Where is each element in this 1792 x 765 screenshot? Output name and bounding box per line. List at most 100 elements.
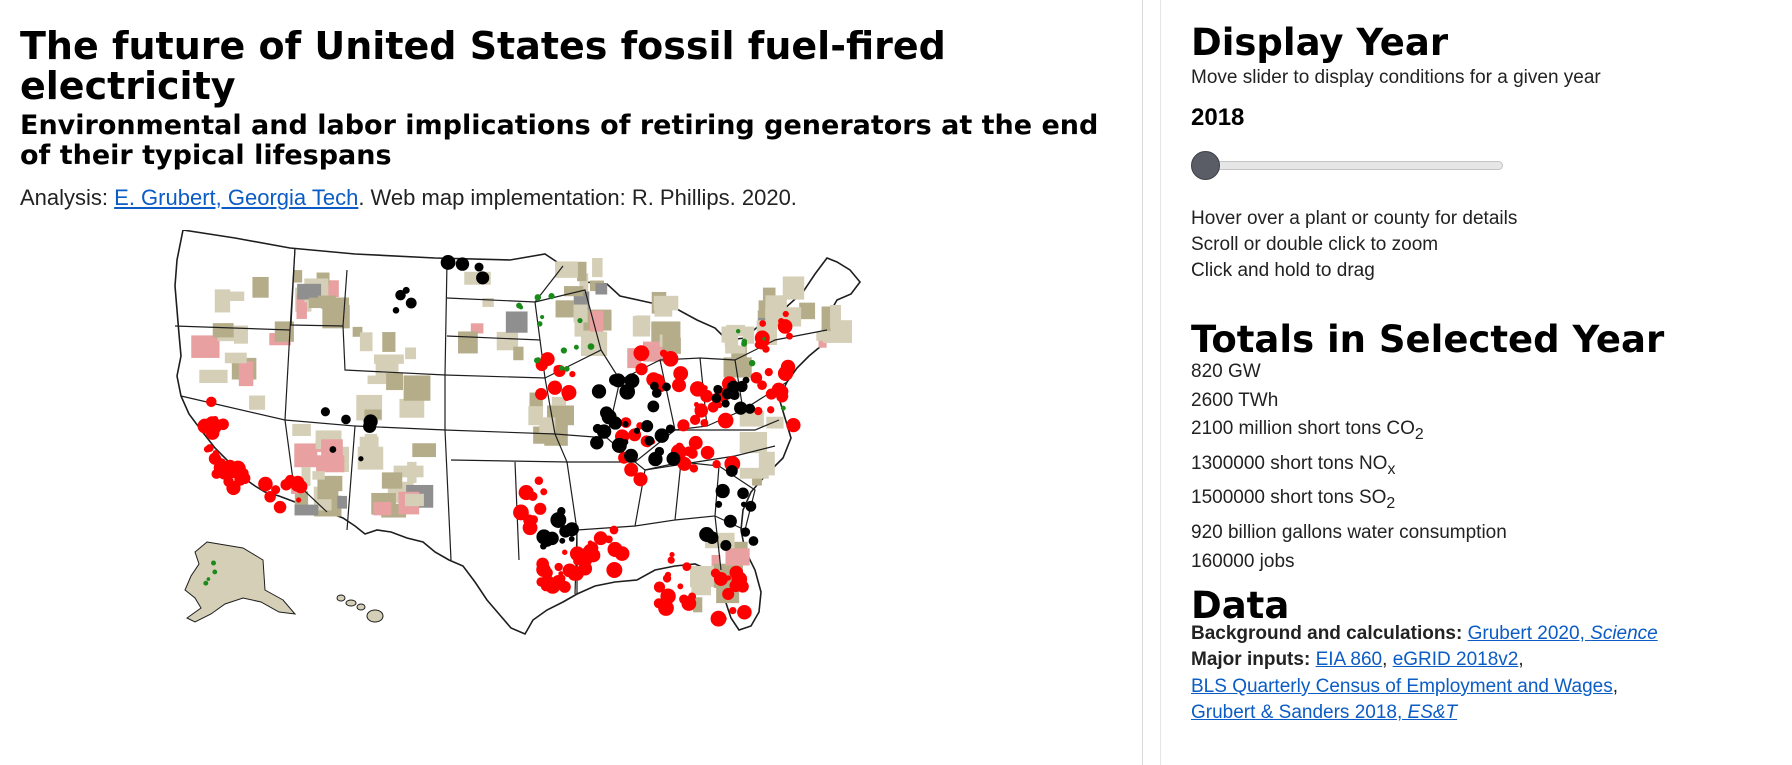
- county-area[interactable]: [470, 323, 484, 334]
- power-plant-marker[interactable]: [622, 439, 629, 446]
- county-area[interactable]: [393, 465, 424, 478]
- power-plant-marker[interactable]: [635, 363, 648, 376]
- power-plant-marker[interactable]: [562, 385, 573, 396]
- power-plant-marker[interactable]: [554, 562, 563, 572]
- county-area[interactable]: [758, 300, 767, 313]
- county-area[interactable]: [739, 467, 769, 479]
- power-plant-marker[interactable]: [750, 371, 763, 384]
- power-plant-marker[interactable]: [548, 293, 555, 300]
- power-plant-marker[interactable]: [682, 562, 692, 572]
- power-plant-marker[interactable]: [536, 321, 543, 327]
- power-plant-marker[interactable]: [779, 321, 790, 332]
- county-area[interactable]: [294, 443, 318, 468]
- power-plant-marker[interactable]: [586, 548, 601, 563]
- power-plant-marker[interactable]: [206, 577, 211, 581]
- county-area[interactable]: [403, 375, 431, 401]
- power-plant-marker[interactable]: [729, 565, 744, 580]
- county-area[interactable]: [766, 416, 784, 429]
- power-plant-marker[interactable]: [329, 446, 337, 453]
- county-area[interactable]: [352, 326, 363, 337]
- county-area[interactable]: [359, 332, 373, 352]
- power-plant-marker[interactable]: [689, 414, 701, 425]
- power-plant-marker[interactable]: [536, 557, 549, 571]
- power-plant-marker[interactable]: [694, 403, 708, 417]
- power-plant-marker[interactable]: [700, 445, 715, 460]
- power-plant-marker[interactable]: [681, 596, 697, 611]
- county-area[interactable]: [382, 332, 396, 352]
- power-plant-marker[interactable]: [720, 539, 732, 551]
- county-area[interactable]: [662, 330, 673, 352]
- power-plant-marker[interactable]: [716, 401, 723, 409]
- power-plant-marker[interactable]: [568, 569, 580, 581]
- county-area[interactable]: [249, 395, 266, 410]
- power-plant-marker[interactable]: [601, 409, 617, 425]
- power-plant-marker[interactable]: [559, 525, 572, 538]
- county-area[interactable]: [632, 315, 651, 337]
- power-plant-marker[interactable]: [619, 383, 636, 400]
- power-plant-marker[interactable]: [624, 448, 639, 463]
- county-area[interactable]: [752, 475, 762, 486]
- county-area[interactable]: [301, 467, 311, 487]
- county-area[interactable]: [405, 347, 417, 360]
- power-plant-marker[interactable]: [559, 537, 566, 544]
- power-plant-marker[interactable]: [780, 405, 786, 411]
- power-plant-marker[interactable]: [754, 406, 763, 416]
- power-plant-marker[interactable]: [700, 419, 709, 427]
- county-area[interactable]: [830, 305, 842, 329]
- power-plant-marker[interactable]: [590, 436, 604, 450]
- county-area[interactable]: [296, 294, 307, 319]
- county-area[interactable]: [595, 283, 608, 295]
- power-plant-marker[interactable]: [210, 422, 222, 434]
- power-plant-marker[interactable]: [654, 428, 670, 443]
- bls-link[interactable]: BLS Quarterly Census of Employment and W…: [1191, 675, 1613, 697]
- power-plant-marker[interactable]: [609, 525, 619, 535]
- county-area[interactable]: [757, 310, 768, 321]
- power-plant-marker[interactable]: [534, 476, 544, 485]
- power-plant-marker[interactable]: [296, 497, 302, 503]
- power-plant-marker[interactable]: [677, 456, 692, 471]
- power-plant-marker[interactable]: [238, 472, 251, 485]
- power-plant-marker[interactable]: [212, 450, 219, 457]
- power-plant-marker[interactable]: [557, 574, 566, 583]
- power-plant-marker[interactable]: [660, 588, 676, 604]
- county-area[interactable]: [212, 323, 234, 338]
- power-plant-marker[interactable]: [550, 512, 567, 528]
- power-plant-marker[interactable]: [606, 562, 623, 578]
- power-plant-marker[interactable]: [271, 485, 281, 495]
- county-area[interactable]: [317, 295, 336, 307]
- power-plant-marker[interactable]: [712, 460, 721, 469]
- county-area[interactable]: [399, 398, 425, 418]
- power-plant-marker[interactable]: [717, 412, 734, 429]
- power-plant-marker[interactable]: [203, 580, 209, 586]
- county-area[interactable]: [782, 276, 805, 300]
- county-area[interactable]: [539, 417, 556, 434]
- power-plant-marker[interactable]: [786, 417, 801, 433]
- county-area[interactable]: [364, 409, 382, 420]
- power-plant-marker[interactable]: [715, 483, 730, 499]
- eia-860-link[interactable]: EIA 860: [1315, 649, 1383, 671]
- county-area[interactable]: [821, 306, 831, 331]
- power-plant-marker[interactable]: [568, 535, 575, 542]
- power-plant-marker[interactable]: [782, 310, 789, 318]
- county-area[interactable]: [373, 354, 404, 364]
- county-area[interactable]: [412, 443, 436, 458]
- power-plant-marker[interactable]: [729, 606, 737, 615]
- power-plant-marker[interactable]: [206, 396, 217, 408]
- power-plant-marker[interactable]: [701, 385, 708, 391]
- power-plant-marker[interactable]: [633, 472, 648, 487]
- power-plant-marker[interactable]: [767, 406, 775, 414]
- power-plant-marker[interactable]: [707, 401, 719, 413]
- power-plant-marker[interactable]: [536, 529, 552, 545]
- county-area[interactable]: [458, 331, 478, 354]
- county-area[interactable]: [765, 295, 787, 320]
- power-plant-marker[interactable]: [665, 424, 675, 434]
- county-area[interactable]: [386, 373, 404, 391]
- county-area[interactable]: [292, 423, 311, 436]
- power-plant-marker[interactable]: [217, 465, 232, 480]
- county-area[interactable]: [199, 369, 228, 383]
- power-plant-marker[interactable]: [632, 434, 639, 440]
- power-plant-marker[interactable]: [547, 380, 563, 395]
- power-plant-marker[interactable]: [737, 604, 752, 620]
- power-plant-marker[interactable]: [735, 329, 741, 334]
- power-plant-marker[interactable]: [392, 307, 400, 314]
